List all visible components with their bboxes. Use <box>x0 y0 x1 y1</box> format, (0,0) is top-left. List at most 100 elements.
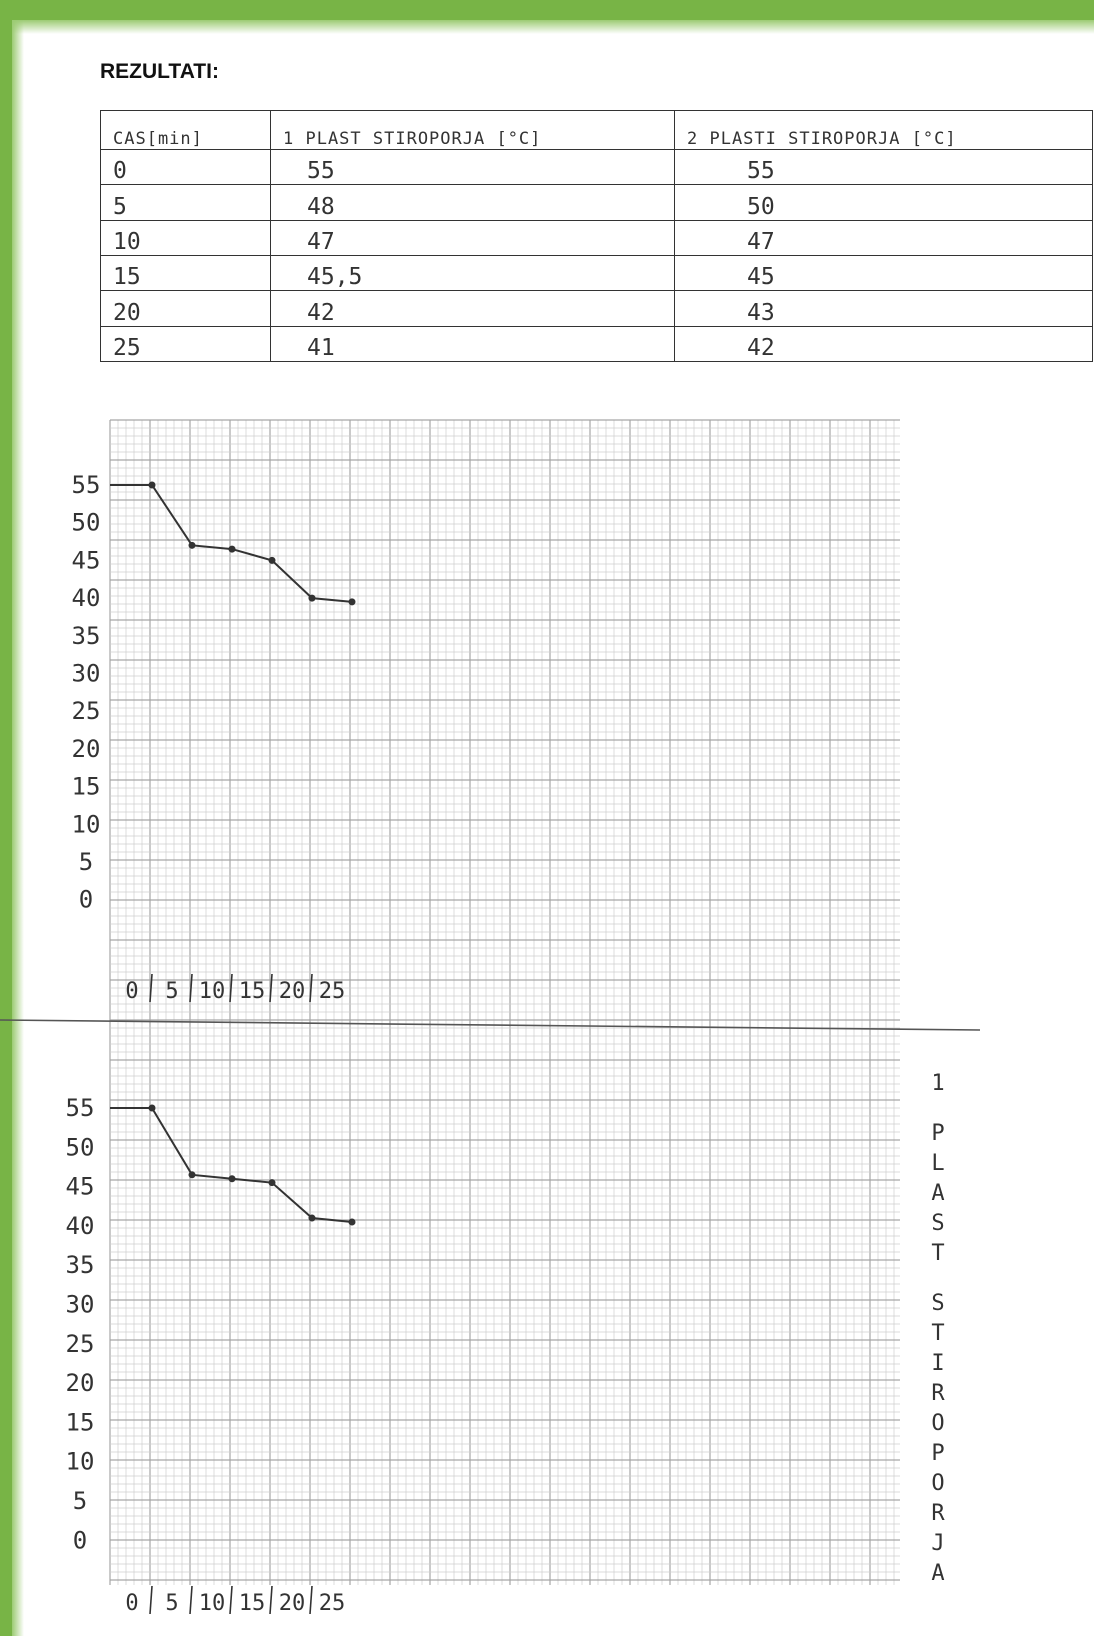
header-time: CAS[min] <box>100 110 271 150</box>
header-two-layers: 2 PLASTI STIROPORJA [°C] <box>674 110 1093 150</box>
frame-left-shadow <box>12 20 24 1636</box>
x-tick-separator <box>189 1585 193 1615</box>
y-tick-label: 15 <box>72 773 101 801</box>
y-tick-label: 20 <box>72 735 101 763</box>
results-heading: REZULTATI: <box>100 60 219 83</box>
data-point <box>148 481 156 489</box>
results-table: CAS[min] 1 PLAST STIROPORJA [°C] 2 PLAST… <box>100 110 1093 363</box>
y-tick-label: 40 <box>66 1212 95 1240</box>
x-tick-label: 20 <box>279 979 306 1004</box>
frame-left-bar <box>0 0 12 1636</box>
y-tick-label: 30 <box>72 660 101 688</box>
cell-two-layers: 45 <box>674 254 1093 292</box>
y-tick-label: 0 <box>79 886 93 914</box>
series-line <box>110 484 353 603</box>
data-point <box>308 1214 316 1222</box>
y-tick-label: 40 <box>72 584 101 612</box>
side-label-letter: R <box>931 1501 945 1526</box>
side-label-letter: A <box>931 1181 944 1206</box>
frame-top-bar <box>0 0 1094 20</box>
cell-one-layer: 55 <box>270 148 675 186</box>
table-row: 5 48 50 <box>100 184 1093 221</box>
side-label-letter: 1 <box>931 1071 944 1096</box>
x-tick-separator <box>309 973 313 1003</box>
y-tick-label: 5 <box>79 848 93 876</box>
y-tick-label: 0 <box>73 1526 87 1554</box>
data-point <box>348 598 356 606</box>
cell-time: 10 <box>100 219 271 256</box>
table-row: 15 45,5 45 <box>100 254 1093 292</box>
header-one-layer: 1 PLAST STIROPORJA [°C] <box>270 110 675 150</box>
cell-two-layers: 42 <box>674 325 1093 363</box>
x-tick-separator <box>189 973 193 1003</box>
y-tick-label: 25 <box>72 697 101 725</box>
side-label-letter: R <box>931 1381 945 1406</box>
y-tick-label: 25 <box>66 1330 95 1358</box>
side-label-letter: S <box>931 1291 944 1316</box>
x-tick-label: 0 <box>125 1591 138 1616</box>
data-point <box>348 1218 356 1226</box>
side-label-letter: O <box>931 1411 944 1436</box>
x-tick-label: 20 <box>279 1591 306 1616</box>
x-tick-separator <box>229 1585 233 1615</box>
cell-time: 25 <box>100 325 271 363</box>
x-tick-label: 15 <box>239 1591 266 1616</box>
series-line <box>110 1107 353 1223</box>
y-tick-label: 35 <box>66 1251 95 1279</box>
y-tick-label: 50 <box>72 509 101 537</box>
x-tick-label: 25 <box>319 1591 346 1616</box>
graph-paper-grid <box>109 419 900 1585</box>
data-point <box>268 556 276 564</box>
y-tick-label: 10 <box>66 1448 95 1476</box>
x-tick-label: 15 <box>239 979 266 1004</box>
data-point <box>308 594 316 602</box>
table-row: 10 47 47 <box>100 219 1093 256</box>
y-tick-label: 55 <box>72 471 101 499</box>
y-tick-label: 35 <box>72 622 101 650</box>
ruled-divider-line <box>0 1019 981 1031</box>
y-tick-label: 50 <box>66 1133 95 1161</box>
y-tick-label: 10 <box>72 810 101 838</box>
x-tick-separator <box>149 973 153 1003</box>
side-label-letter: P <box>931 1441 944 1466</box>
table-row: 25 41 42 <box>100 325 1093 363</box>
data-point <box>228 545 236 553</box>
side-label-letter: I <box>931 1351 944 1376</box>
side-label-letter: T <box>931 1241 944 1266</box>
y-tick-label: 45 <box>72 546 101 574</box>
y-tick-label: 20 <box>66 1369 95 1397</box>
x-tick-separator <box>269 973 273 1003</box>
data-point <box>188 1171 196 1179</box>
cell-one-layer: 47 <box>270 219 675 256</box>
y-tick-label: 55 <box>66 1094 95 1122</box>
data-point <box>148 1104 156 1112</box>
x-tick-label: 25 <box>319 979 346 1004</box>
table-header-row: CAS[min] 1 PLAST STIROPORJA [°C] 2 PLAST… <box>100 110 1093 150</box>
cell-two-layers: 55 <box>674 148 1093 186</box>
x-tick-label: 0 <box>125 979 138 1004</box>
y-tick-label: 30 <box>66 1291 95 1319</box>
y-tick-label: 15 <box>66 1408 95 1436</box>
x-tick-separator <box>229 973 233 1003</box>
data-point <box>188 541 196 549</box>
x-tick-label: 5 <box>165 979 178 1004</box>
x-tick-separator <box>269 1585 273 1615</box>
data-point <box>268 1179 276 1187</box>
frame-top-shadow <box>0 20 1094 34</box>
side-label-letter: L <box>931 1151 944 1176</box>
side-label-letter: T <box>931 1321 944 1346</box>
x-tick-separator <box>309 1585 313 1615</box>
data-point <box>228 1175 236 1183</box>
side-label-letter: A <box>931 1561 944 1586</box>
x-tick-label: 10 <box>199 979 226 1004</box>
side-label-letter: O <box>931 1471 944 1496</box>
table-row: 20 42 43 <box>100 290 1093 327</box>
x-tick-separator <box>149 1585 153 1615</box>
cell-one-layer: 41 <box>270 325 675 363</box>
side-label-letter: J <box>931 1531 944 1556</box>
table-row: 0 55 55 <box>100 148 1093 186</box>
